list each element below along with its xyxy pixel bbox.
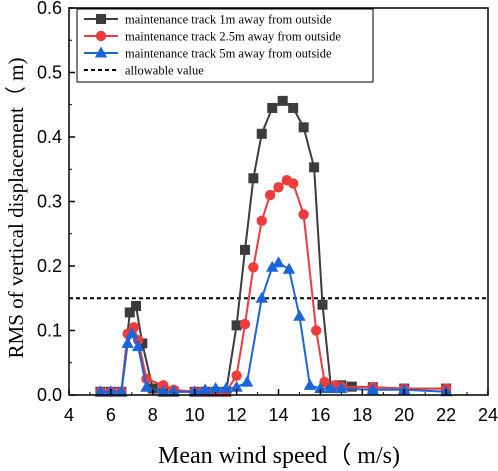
x-tick-label: 12 bbox=[227, 405, 247, 425]
data-point bbox=[264, 189, 276, 201]
data-point bbox=[121, 336, 134, 348]
data-point bbox=[167, 385, 180, 397]
data-point bbox=[256, 215, 267, 227]
data-point bbox=[303, 378, 317, 390]
x-tick-label: 4 bbox=[64, 405, 74, 425]
data-point bbox=[324, 382, 338, 394]
legend-label-1: maintenance track 1m away from outside bbox=[125, 13, 332, 27]
x-tick-label: 8 bbox=[148, 405, 158, 425]
y-tick-label: 0.0 bbox=[37, 385, 62, 405]
data-point bbox=[366, 383, 379, 395]
data-point bbox=[219, 382, 233, 394]
y-axis-title: RMS of vertical displacement（ m) bbox=[4, 58, 28, 359]
series-group bbox=[94, 95, 453, 397]
data-point bbox=[309, 162, 320, 173]
data-point bbox=[287, 178, 299, 189]
data-point bbox=[94, 385, 107, 397]
x-tick-label: 24 bbox=[478, 405, 498, 425]
legend-marker-3 bbox=[94, 46, 108, 58]
data-point bbox=[240, 375, 254, 387]
data-point bbox=[311, 325, 322, 336]
data-point bbox=[131, 300, 142, 311]
data-point bbox=[335, 382, 348, 394]
series-line-2 bbox=[100, 179, 447, 393]
y-tick-label: 0.1 bbox=[37, 321, 62, 341]
y-tick-label: 0.2 bbox=[37, 256, 62, 276]
series-2 bbox=[95, 175, 452, 397]
legend-label-2: maintenance track 2.5m away from outside bbox=[125, 30, 341, 44]
x-tick-label: 18 bbox=[352, 405, 372, 425]
x-tick-label: 20 bbox=[394, 405, 414, 425]
data-point bbox=[157, 385, 170, 397]
legend-group: maintenance track 1m away from outside ma… bbox=[76, 8, 374, 83]
data-point bbox=[314, 382, 327, 394]
data-point bbox=[317, 299, 328, 310]
legend-label-allowable: allowable value bbox=[125, 64, 204, 78]
data-point bbox=[293, 309, 306, 321]
data-point bbox=[319, 376, 330, 388]
y-tick-label: 0.3 bbox=[37, 192, 62, 212]
data-point bbox=[282, 262, 296, 274]
legend-label-3: maintenance track 5m away from outside bbox=[125, 47, 332, 61]
data-point bbox=[239, 244, 250, 255]
data-point bbox=[125, 327, 139, 339]
data-point bbox=[266, 260, 279, 272]
data-point bbox=[288, 102, 299, 113]
data-point bbox=[272, 256, 285, 268]
legend-marker-2 bbox=[95, 30, 107, 42]
data-point bbox=[398, 383, 411, 395]
data-point bbox=[209, 382, 222, 394]
ticks-group: 4 6 8 10 12 14 16 18 20 22 24 0.0 0.1 0.2 0.3 0.4 0.5 0.6 bbox=[37, 0, 498, 425]
data-point bbox=[248, 173, 259, 184]
legend-marker-1 bbox=[96, 14, 106, 24]
x-tick-label: 10 bbox=[185, 405, 205, 425]
data-point bbox=[124, 307, 135, 318]
x-tick-label: 22 bbox=[436, 405, 456, 425]
series-3 bbox=[94, 256, 453, 397]
data-point bbox=[230, 380, 243, 392]
data-point bbox=[298, 209, 309, 220]
data-point bbox=[137, 338, 148, 349]
x-tick-label: 6 bbox=[106, 405, 116, 425]
x-tick-label: 14 bbox=[268, 405, 288, 425]
data-point bbox=[277, 95, 288, 106]
y-tick-label: 0.6 bbox=[37, 0, 62, 18]
legend-box bbox=[76, 8, 374, 83]
y-tick-label: 0.4 bbox=[37, 127, 62, 147]
data-point bbox=[239, 318, 251, 330]
series-line-1 bbox=[100, 99, 447, 393]
y-tick-label: 0.5 bbox=[37, 63, 62, 83]
data-point bbox=[131, 340, 145, 352]
data-point bbox=[140, 380, 153, 392]
data-point bbox=[231, 370, 242, 381]
data-point bbox=[115, 385, 128, 397]
x-axis-title: Mean wind speed（ m/s) bbox=[158, 443, 400, 469]
data-point bbox=[256, 128, 267, 139]
data-point bbox=[231, 320, 242, 331]
x-tick-label: 16 bbox=[310, 405, 330, 425]
data-point bbox=[255, 291, 268, 303]
series-1 bbox=[95, 95, 452, 397]
data-point bbox=[267, 102, 278, 113]
data-point bbox=[248, 262, 259, 273]
data-point bbox=[198, 383, 212, 395]
series-line-3 bbox=[100, 261, 447, 393]
data-point bbox=[273, 182, 284, 193]
data-point bbox=[298, 122, 309, 133]
